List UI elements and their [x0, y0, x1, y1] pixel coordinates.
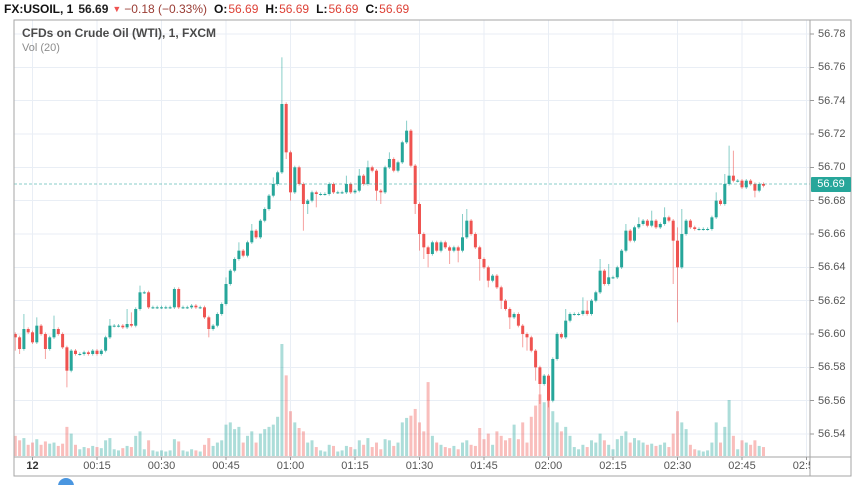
price-tick-label: 56.76: [818, 61, 846, 74]
candle-bodies: [13, 104, 765, 401]
close-label: C:: [365, 2, 379, 16]
price-tick-label: 56.56: [818, 394, 846, 407]
tradingview-logo[interactable]: [58, 478, 74, 485]
time-tick-label: 01:30: [405, 460, 434, 472]
time-tick-label: 01:00: [276, 460, 305, 472]
time-tick-label: 00:30: [147, 460, 176, 472]
low-value: 56.69: [328, 2, 359, 16]
time-tick-label: 00:15: [83, 460, 111, 472]
high-value: 56.69: [279, 2, 310, 16]
volume-bars: [13, 344, 765, 456]
close-value: 56.69: [379, 2, 410, 16]
time-tick-label: 01:45: [470, 460, 498, 472]
price-down-triangle-icon: ▼: [112, 4, 122, 14]
open-label: O:: [214, 2, 228, 16]
price-change: −0.18 (−0.33%): [124, 2, 208, 16]
time-tick-label: 00:45: [212, 460, 240, 472]
volume-indicator-label[interactable]: Vol (20): [22, 42, 60, 54]
time-tick-label: 02:00: [534, 460, 563, 472]
price-tick-label: 56.70: [818, 161, 846, 174]
time-tick-label: 02:30: [663, 460, 692, 472]
price-tick-label: 56.72: [818, 128, 846, 140]
last-price-axis-value: 56.69: [817, 178, 845, 190]
price-tick-label: 56.68: [818, 194, 846, 207]
price-tick-label: 56.54: [818, 428, 846, 440]
last-price-axis-label: 56.69: [811, 177, 851, 192]
time-tick-label: 02:55: [792, 460, 810, 472]
price-tick-label: 56.64: [818, 261, 846, 274]
price-axis[interactable]: 56.78 56.76 56.74 56.72 56.70 56.68 56.66 56.64…: [810, 20, 852, 457]
grid: [14, 20, 810, 457]
price-tick-label: 56.58: [818, 361, 846, 374]
open-value: 56.69: [228, 2, 259, 16]
panel-borders: [13, 19, 852, 477]
price-tick-label: 56.60: [818, 328, 846, 340]
candle-wicks: [14, 57, 764, 408]
last-price: 56.69: [78, 2, 109, 16]
price-tick-label: 56.78: [818, 28, 846, 40]
high-label: H:: [265, 2, 279, 16]
time-tick-label: 02:15: [599, 460, 627, 472]
time-tick-label: 12: [26, 460, 39, 472]
price-tick-label: 56.74: [818, 94, 846, 107]
low-label: L:: [316, 2, 328, 16]
price-tick-label: 56.62: [818, 294, 846, 307]
time-tick-label: 01:15: [341, 460, 369, 472]
symbol-header: FX:USOIL, 1 56.69 ▼ −0.18 (−0.33%) O:56.69 H:…: [4, 2, 409, 17]
time-tick-label: 02:45: [728, 460, 756, 472]
time-axis[interactable]: 12 00:15 00:30 00:45 01:00 01:15 01:30 01:45 02:…: [14, 457, 810, 476]
symbol-name: FX:USOIL, 1: [4, 2, 74, 16]
chart-legend-title[interactable]: CFDs on Crude Oil (WTI), 1, FXCM: [22, 26, 216, 40]
price-tick-label: 56.66: [818, 228, 846, 240]
